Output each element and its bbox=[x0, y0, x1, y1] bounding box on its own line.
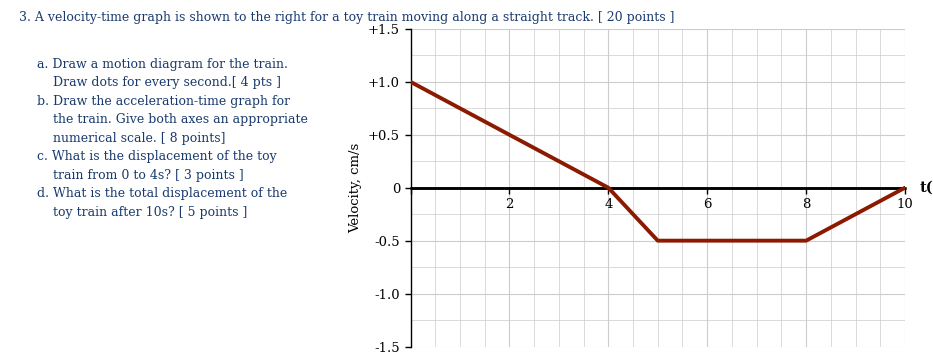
Text: t(s): t(s) bbox=[920, 181, 933, 195]
Text: 3. A velocity-time graph is shown to the right for a toy train moving along a st: 3. A velocity-time graph is shown to the… bbox=[19, 11, 675, 24]
Y-axis label: Velocity, cm/s: Velocity, cm/s bbox=[350, 143, 363, 233]
Text: a. Draw a motion diagram for the train.
    Draw dots for every second.[ 4 pts ]: a. Draw a motion diagram for the train. … bbox=[37, 58, 308, 219]
